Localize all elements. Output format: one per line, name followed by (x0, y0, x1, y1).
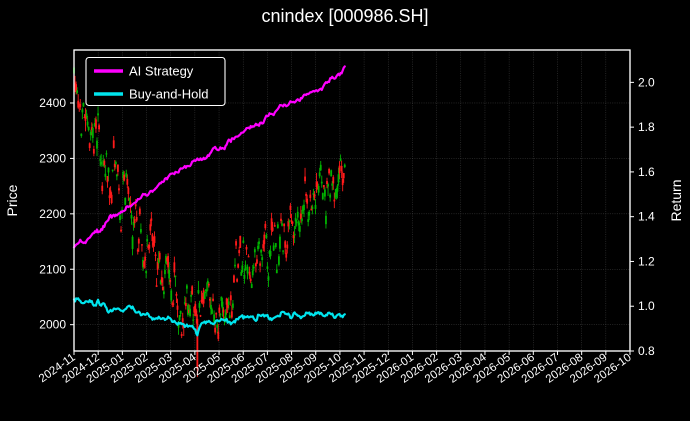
svg-text:1.2: 1.2 (638, 254, 655, 268)
svg-text:2200: 2200 (39, 207, 66, 221)
svg-text:2400: 2400 (39, 96, 66, 110)
svg-text:Return: Return (668, 179, 684, 221)
svg-text:Price: Price (4, 184, 20, 216)
svg-text:Buy-and-Hold: Buy-and-Hold (129, 87, 209, 102)
svg-text:1.8: 1.8 (638, 120, 655, 134)
svg-text:2300: 2300 (39, 151, 66, 165)
svg-text:2100: 2100 (39, 262, 66, 276)
svg-text:AI Strategy: AI Strategy (129, 64, 194, 79)
svg-text:2.0: 2.0 (638, 75, 655, 89)
svg-text:2000: 2000 (39, 318, 66, 332)
svg-text:1.6: 1.6 (638, 165, 655, 179)
svg-text:1.0: 1.0 (638, 299, 655, 313)
svg-text:1.4: 1.4 (638, 210, 655, 224)
svg-text:0.8: 0.8 (638, 344, 655, 358)
